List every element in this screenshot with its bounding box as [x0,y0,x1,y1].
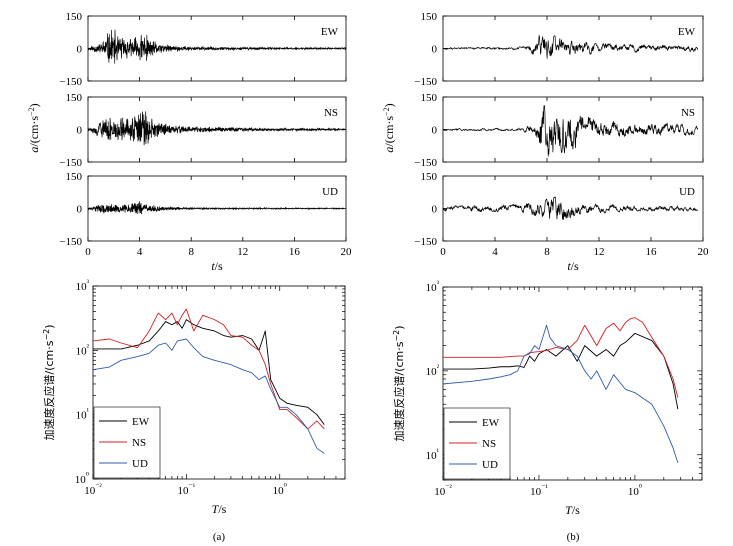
x-axis-label: T/s [565,503,580,517]
y-tick-label: 150 [421,171,438,183]
y-tick-label: 150 [421,11,438,23]
y-tick-label: 0 [77,44,83,56]
x-tick-label: 12 [237,246,248,258]
x-axis-label: T/s [212,502,227,516]
y-tick-label: 10² [76,342,90,357]
y-tick-label: −150 [59,236,82,248]
y-tick-label: −150 [414,236,437,248]
waveform-ud [442,196,698,220]
y-tick-label: 150 [421,92,438,104]
spectrum-line-ns [443,317,679,398]
x-tick-label: 16 [289,246,301,258]
legend-label-ud: UD [132,458,148,470]
y-axis-label: a/(cm·s−2) [27,103,41,152]
spectrum-panel-b: 10⁻² 10⁻¹ 10⁰ 10¹ 10² 10³ EW NS UD T/s 加速度反应谱/(cm·… [392,279,703,543]
component-label-ud: UD [679,186,695,198]
spectrum-line-ud [442,324,679,464]
waveform-ew [87,29,347,64]
legend-label-ns: NS [482,438,496,450]
spectrum-line-ud [92,338,325,454]
component-label-ew: EW [321,26,339,38]
y-tick-label: 10² [426,363,440,378]
x-tick-label: 10⁻¹ [530,483,548,498]
y-axis-label: 加速度反应谱/(cm·s−2) [42,324,56,440]
legend-label-ew: EW [132,416,150,428]
y-tick-label: 0 [77,204,83,216]
x-tick-label: 10⁻² [84,482,102,497]
y-tick-label: −150 [414,157,437,169]
y-tick-label: 150 [66,11,83,23]
y-tick-label: 0 [432,44,438,56]
panel-caption-a: (a) [213,531,226,543]
spectrum-panel-a: 10⁻² 10⁻¹ 10⁰ 10⁰ 10¹ 10² 10³ EW NS UD T/s 加速度反应谱/(… [42,278,346,543]
y-axis-label: 加速度反应谱/(cm·s−2) [392,325,406,441]
legend-label-ud: UD [482,459,498,471]
component-label-ud: UD [322,186,338,198]
component-label-ns: NS [324,107,338,119]
waveform-ew [442,35,699,59]
spectrum-line-ew [93,319,325,425]
y-tick-label: 150 [66,171,83,183]
x-tick-label: 10⁻² [434,483,452,498]
x-tick-label: 4 [137,246,143,258]
y-tick-label: 10³ [426,279,440,294]
x-tick-label: 0 [440,246,446,258]
y-axis-label: a/(cm·s−2) [382,103,396,152]
x-tick-label: 16 [646,246,658,258]
x-tick-label: 12 [594,246,605,258]
component-label-ns: NS [681,107,695,119]
y-tick-label: −150 [414,76,437,88]
x-tick-label: 0 [85,246,91,258]
legend-label-ns: NS [132,437,146,449]
y-tick-label: 150 [66,92,83,104]
x-tick-label: 10⁰ [273,482,287,497]
panel-caption-b: (b) [567,531,580,543]
plot-frame [92,285,346,480]
y-tick-label: 0 [77,125,83,137]
waveform-ud [87,201,347,215]
x-axis-label: t/s [211,259,223,273]
waveform-ns [442,105,699,157]
x-tick-label: 10⁰ [628,483,642,498]
x-tick-label: 20 [698,246,710,258]
subplot-frame-ns [442,96,704,163]
component-label-ew: EW [678,26,696,38]
y-tick-label: 10³ [76,278,90,293]
x-tick-label: 4 [492,246,498,258]
y-tick-label: 10¹ [76,407,90,422]
y-tick-label: 0 [432,125,438,137]
y-tick-label: −150 [59,76,82,88]
x-tick-label: 8 [544,246,550,258]
x-tick-label: 10⁻¹ [178,482,196,497]
y-tick-label: −150 [59,157,82,169]
spectrum-line-ew [443,332,679,410]
x-tick-label: 20 [341,246,353,258]
x-axis-label: t/s [567,259,579,273]
y-tick-label: 10⁰ [75,471,89,486]
legend-label-ew: EW [482,417,500,429]
spectrum-line-ns [92,308,325,430]
waveform-ns [87,111,347,146]
y-tick-label: 0 [432,204,438,216]
y-tick-label: 10¹ [426,447,440,462]
x-tick-label: 8 [188,246,194,258]
